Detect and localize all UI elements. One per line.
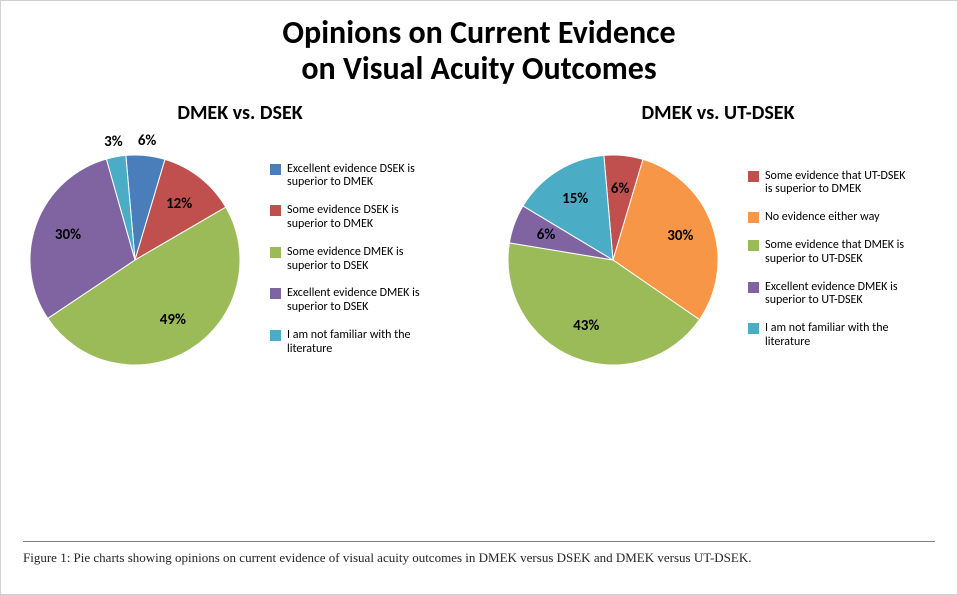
legend-item: Excellent evidence DSEK is superior to D… bbox=[270, 163, 470, 191]
legend-swatch bbox=[748, 171, 759, 182]
chart-title-right: DMEK vs. UT-DSEK bbox=[641, 101, 794, 125]
pie-slice-label: 15% bbox=[562, 190, 588, 208]
legend-swatch bbox=[748, 282, 759, 293]
legend-item: Some evidence that DMEK is superior to U… bbox=[748, 239, 948, 267]
chart-body-right: 6% 30% 43% 6% 15% Some evidence that UT-DSEK… bbox=[488, 135, 948, 385]
legend-label: No evidence either way bbox=[765, 211, 880, 225]
legend-swatch bbox=[270, 205, 281, 216]
main-title-line1: Opinions on Current Evidence bbox=[1, 15, 957, 51]
pie-slice-label: 49% bbox=[160, 311, 186, 329]
legend-item: Some evidence DMEK is superior to DSEK bbox=[270, 246, 470, 274]
legend-label: Excellent evidence DSEK is superior to D… bbox=[287, 163, 437, 191]
legend-swatch bbox=[270, 164, 281, 175]
main-title-line2: on Visual Acuity Outcomes bbox=[1, 51, 957, 87]
legend-right: Some evidence that UT-DSEK is superior t… bbox=[738, 170, 948, 350]
legend-swatch bbox=[748, 212, 759, 223]
legend-item: Some evidence DSEK is superior to DMEK bbox=[270, 204, 470, 232]
pie-slice-label: 6% bbox=[138, 132, 157, 150]
pie-slice-label: 6% bbox=[611, 180, 630, 198]
legend-label: Excellent evidence DMEK is superior to D… bbox=[287, 287, 437, 315]
legend-label: Some evidence DSEK is superior to DMEK bbox=[287, 204, 437, 232]
legend-swatch bbox=[270, 247, 281, 258]
pie-svg bbox=[488, 135, 738, 385]
legend-swatch bbox=[270, 330, 281, 341]
legend-label: I am not familiar with the literature bbox=[765, 322, 915, 350]
legend-item: Excellent evidence DMEK is superior to D… bbox=[270, 287, 470, 315]
pie-slice-label: 30% bbox=[55, 226, 81, 244]
legend-label: Some evidence DMEK is superior to DSEK bbox=[287, 246, 437, 274]
legend-swatch bbox=[748, 240, 759, 251]
charts-row: DMEK vs. DSEK 6% 12% 49% 30% 3% Excellent ev… bbox=[1, 101, 957, 385]
legend-label: Excellent evidence DMEK is superior to U… bbox=[765, 281, 915, 309]
pie-right: 6% 30% 43% 6% 15% bbox=[488, 135, 738, 385]
pie-slice-label: 30% bbox=[667, 227, 693, 245]
legend-swatch bbox=[748, 323, 759, 334]
legend-label: Some evidence that UT-DSEK is superior t… bbox=[765, 170, 915, 198]
chart-body-left: 6% 12% 49% 30% 3% Excellent evidence DSEK is… bbox=[10, 135, 470, 385]
legend-item: Some evidence that UT-DSEK is superior t… bbox=[748, 170, 948, 198]
main-title: Opinions on Current Evidence on Visual A… bbox=[1, 1, 957, 87]
legend-left: Excellent evidence DSEK is superior to D… bbox=[260, 163, 470, 357]
legend-item: Excellent evidence DMEK is superior to U… bbox=[748, 281, 948, 309]
legend-item: No evidence either way bbox=[748, 211, 948, 225]
chart-block-right: DMEK vs. UT-DSEK 6% 30% 43% 6% 15% Some evid… bbox=[488, 101, 948, 385]
pie-slice-label: 3% bbox=[104, 133, 123, 151]
pie-left: 6% 12% 49% 30% 3% bbox=[10, 135, 260, 385]
legend-item: I am not familiar with the literature bbox=[270, 329, 470, 357]
legend-label: Some evidence that DMEK is superior to U… bbox=[765, 239, 915, 267]
legend-label: I am not familiar with the literature bbox=[287, 329, 437, 357]
pie-slice-label: 12% bbox=[166, 195, 192, 213]
figure-caption: Figure 1: Pie charts showing opinions on… bbox=[23, 541, 935, 566]
chart-block-left: DMEK vs. DSEK 6% 12% 49% 30% 3% Excellent ev… bbox=[10, 101, 470, 385]
chart-title-left: DMEK vs. DSEK bbox=[177, 101, 302, 125]
pie-slice-label: 43% bbox=[573, 317, 599, 335]
pie-svg bbox=[10, 135, 260, 385]
pie-slice-label: 6% bbox=[537, 226, 556, 244]
legend-swatch bbox=[270, 288, 281, 299]
legend-item: I am not familiar with the literature bbox=[748, 322, 948, 350]
